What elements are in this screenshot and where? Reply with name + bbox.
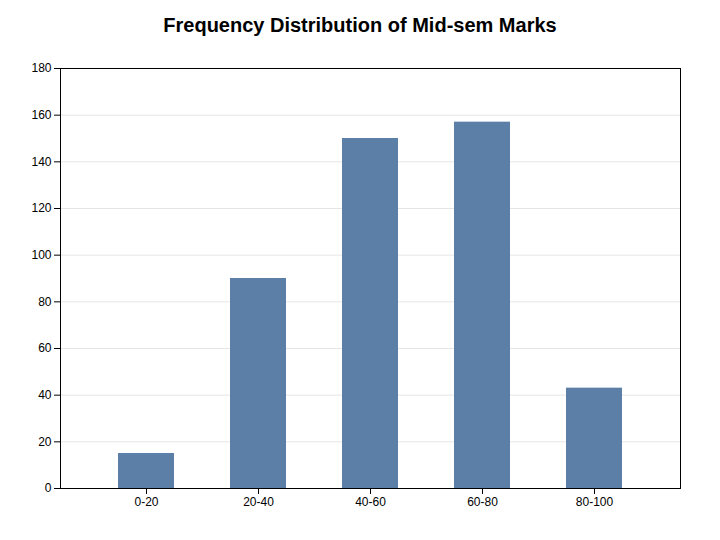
svg-text:120: 120 bbox=[31, 201, 51, 215]
svg-text:60: 60 bbox=[38, 341, 52, 355]
svg-text:140: 140 bbox=[31, 155, 51, 169]
svg-text:180: 180 bbox=[31, 61, 51, 75]
html-text:Frequency Distribution of Mid-: Frequency Distribution of Mid-sem Marks bbox=[163, 14, 557, 36]
svg-text:40: 40 bbox=[38, 388, 52, 402]
svg-text:0: 0 bbox=[45, 481, 52, 495]
svg-text:40-60: 40-60 bbox=[355, 495, 386, 509]
svg-text:0-20: 0-20 bbox=[134, 495, 158, 509]
svg-text:20: 20 bbox=[38, 435, 52, 449]
svg-text:80-100: 80-100 bbox=[576, 495, 614, 509]
svg-text:100: 100 bbox=[31, 248, 51, 262]
svg-text:80: 80 bbox=[38, 295, 52, 309]
svg-text:20-40: 20-40 bbox=[243, 495, 274, 509]
svg-text:60-80: 60-80 bbox=[467, 495, 498, 509]
svg-text:160: 160 bbox=[31, 108, 51, 122]
